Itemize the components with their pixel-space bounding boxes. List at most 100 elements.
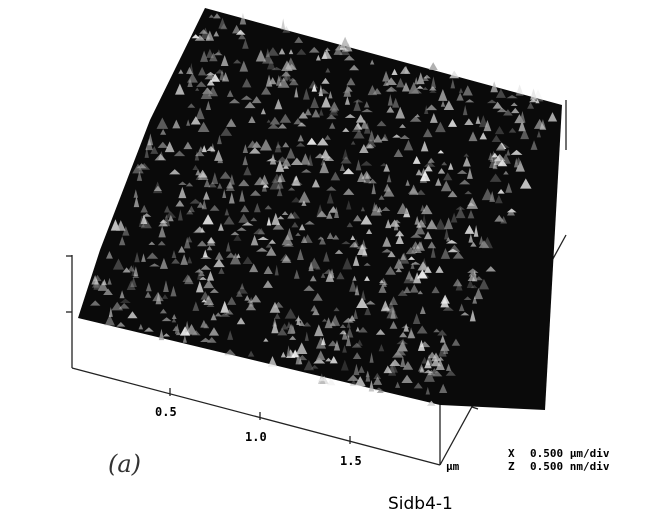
texture-peak — [269, 153, 277, 165]
texture-peak — [290, 179, 303, 185]
texture-peak — [233, 234, 242, 241]
texture-peak — [253, 202, 261, 213]
texture-peak — [452, 251, 464, 259]
texture-peak — [392, 350, 404, 358]
texture-peak — [298, 320, 305, 326]
texture-peak — [325, 67, 331, 73]
texture-peak — [506, 94, 518, 99]
texture-peak — [188, 205, 195, 213]
texture-peak — [257, 236, 269, 240]
texture-peak — [395, 267, 402, 273]
texture-peak — [399, 134, 410, 139]
texture-peak — [281, 71, 292, 77]
texture-peak — [489, 173, 502, 182]
texture-peak — [422, 86, 429, 91]
texture-peak — [140, 214, 148, 225]
texture-peak — [159, 308, 167, 314]
texture-peak — [304, 331, 309, 341]
texture-peak — [358, 326, 368, 333]
texture-peak — [224, 349, 236, 356]
texture-peak — [298, 191, 311, 203]
texture-peak — [206, 270, 215, 281]
texture-peak — [357, 171, 366, 183]
texture-peak — [311, 84, 318, 92]
texture-peak — [472, 295, 478, 304]
x-tick-label: 0.5 — [155, 405, 177, 419]
texture-peak — [365, 300, 376, 305]
texture-peak — [226, 118, 237, 127]
texture-peak — [277, 173, 286, 183]
texture-peak — [417, 261, 429, 271]
texture-peak — [160, 129, 167, 135]
texture-peak — [415, 219, 427, 228]
texture-peak — [429, 112, 438, 123]
texture-peak — [149, 263, 160, 267]
texture-peak — [353, 363, 360, 376]
texture-peak — [410, 233, 422, 238]
texture-peak — [456, 169, 468, 174]
texture-peak — [462, 104, 468, 116]
texture-peak — [112, 258, 125, 270]
texture-peak — [496, 107, 508, 113]
texture-peak — [403, 323, 410, 332]
texture-peak — [376, 120, 387, 127]
texture-peak — [539, 119, 547, 131]
texture-peak — [411, 241, 420, 249]
texture-peak — [171, 250, 177, 258]
texture-peak — [220, 300, 230, 313]
texture-peak — [455, 207, 466, 219]
texture-peak — [187, 78, 193, 87]
texture-peak — [301, 200, 307, 206]
texture-peak — [444, 228, 450, 240]
texture-peak — [164, 141, 175, 153]
texture-peak — [208, 181, 217, 188]
texture-peak — [210, 313, 217, 321]
texture-peak — [321, 50, 328, 59]
texture-peak — [416, 269, 428, 279]
texture-peak — [412, 156, 421, 164]
texture-peak — [291, 196, 302, 203]
texture-peak — [295, 352, 301, 365]
texture-peak — [91, 274, 99, 285]
texture-peak — [238, 179, 250, 187]
x-tick-label: 1.5 — [340, 454, 362, 468]
texture-peak — [244, 101, 256, 109]
texture-peak — [446, 239, 458, 244]
texture-peak — [133, 195, 140, 208]
texture-peak — [449, 70, 460, 79]
texture-peak — [294, 36, 304, 43]
texture-peak — [380, 300, 390, 312]
texture-peak — [349, 241, 360, 248]
texture-peak — [505, 182, 513, 193]
texture-peak — [265, 243, 273, 248]
texture-peak — [547, 112, 558, 122]
texture-peak — [371, 182, 376, 195]
texture-peak — [376, 389, 384, 393]
texture-peak — [473, 287, 484, 300]
texture-peak — [138, 215, 145, 227]
texture-peak — [535, 98, 540, 104]
texture-peak — [506, 149, 511, 156]
texture-peak — [249, 147, 261, 154]
texture-peak — [503, 109, 513, 116]
texture-peak — [364, 275, 370, 281]
texture-peak — [269, 116, 281, 125]
texture-peak — [269, 301, 281, 313]
texture-peak — [317, 137, 329, 146]
texture-peak — [158, 225, 166, 238]
texture-peak — [518, 120, 526, 132]
texture-peak — [469, 309, 476, 322]
texture-peak — [363, 101, 370, 108]
texture-peak — [330, 314, 341, 326]
texture-peak — [322, 318, 328, 322]
texture-peak — [326, 232, 334, 240]
texture-peak — [427, 241, 436, 249]
texture-peak — [274, 98, 283, 110]
texture-peak — [445, 369, 456, 376]
texture-peak — [435, 359, 445, 371]
texture-peak — [317, 88, 330, 94]
texture-peak — [164, 211, 177, 218]
texture-peak — [219, 312, 231, 317]
texture-peak — [416, 85, 424, 89]
texture-peak — [479, 132, 487, 140]
